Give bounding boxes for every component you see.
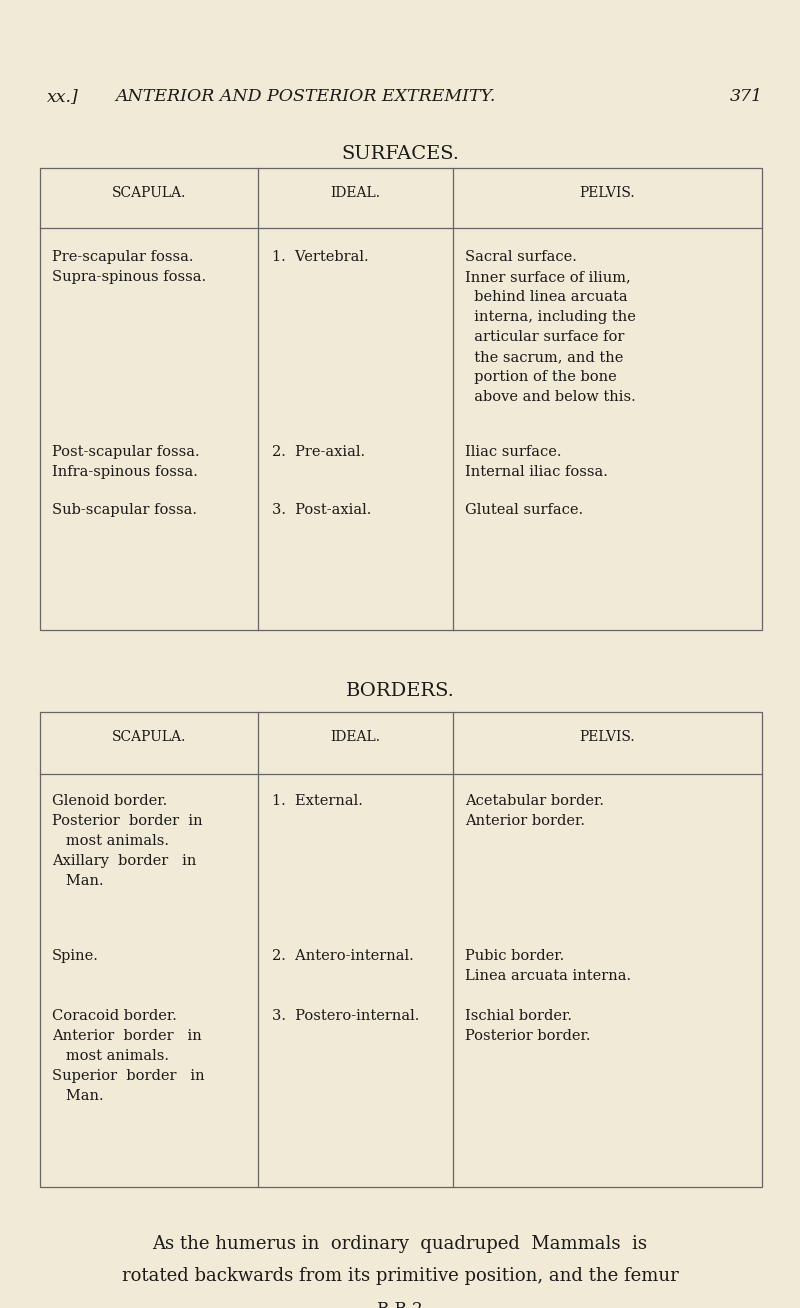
Text: ANTERIOR AND POSTERIOR EXTREMITY.: ANTERIOR AND POSTERIOR EXTREMITY. <box>115 88 495 105</box>
Text: Pubic border.
Linea arcuata interna.: Pubic border. Linea arcuata interna. <box>465 950 631 984</box>
Text: PELVIS.: PELVIS. <box>580 730 635 744</box>
Text: Gluteal surface.: Gluteal surface. <box>465 504 583 517</box>
Text: Iliac surface.
Internal iliac fossa.: Iliac surface. Internal iliac fossa. <box>465 445 608 479</box>
Text: rotated backwards from its primitive position, and the femur: rotated backwards from its primitive pos… <box>122 1267 678 1284</box>
Text: 1.  Vertebral.: 1. Vertebral. <box>272 250 369 264</box>
Text: Acetabular border.
Anterior border.: Acetabular border. Anterior border. <box>465 794 604 828</box>
Text: SCAPULA.: SCAPULA. <box>112 186 186 200</box>
Text: 3.  Postero-internal.: 3. Postero-internal. <box>272 1008 419 1023</box>
Text: Pre-scapular fossa.
Supra-spinous fossa.: Pre-scapular fossa. Supra-spinous fossa. <box>52 250 206 284</box>
Text: 2.  Antero-internal.: 2. Antero-internal. <box>272 950 414 963</box>
Text: Ischial border.
Posterior border.: Ischial border. Posterior border. <box>465 1008 590 1042</box>
Text: 2.  Pre-axial.: 2. Pre-axial. <box>272 445 365 459</box>
Bar <box>40 167 762 630</box>
Text: BORDERS.: BORDERS. <box>346 681 454 700</box>
Text: 3.  Post-axial.: 3. Post-axial. <box>272 504 371 517</box>
Text: Post-scapular fossa.
Infra-spinous fossa.: Post-scapular fossa. Infra-spinous fossa… <box>52 445 200 479</box>
Text: Glenoid border.
Posterior  border  in
   most animals.
Axillary  border   in
   : Glenoid border. Posterior border in most… <box>52 794 202 888</box>
Text: IDEAL.: IDEAL. <box>330 186 381 200</box>
Text: B B 2: B B 2 <box>377 1301 423 1308</box>
Text: As the humerus in  ordinary  quadruped  Mammals  is: As the humerus in ordinary quadruped Mam… <box>153 1235 647 1253</box>
Text: 1.  External.: 1. External. <box>272 794 363 808</box>
Text: SCAPULA.: SCAPULA. <box>112 730 186 744</box>
Text: xx.]: xx.] <box>47 88 78 105</box>
Text: IDEAL.: IDEAL. <box>330 730 381 744</box>
Text: PELVIS.: PELVIS. <box>580 186 635 200</box>
Text: Coracoid border.
Anterior  border   in
   most animals.
Superior  border   in
  : Coracoid border. Anterior border in most… <box>52 1008 205 1103</box>
Text: SURFACES.: SURFACES. <box>341 145 459 164</box>
Text: Spine.: Spine. <box>52 950 99 963</box>
Text: Sub-scapular fossa.: Sub-scapular fossa. <box>52 504 197 517</box>
Text: Sacral surface.
Inner surface of ilium,
  behind linea arcuata
  interna, includ: Sacral surface. Inner surface of ilium, … <box>465 250 636 404</box>
Text: 371: 371 <box>730 88 763 105</box>
Bar <box>40 712 762 1186</box>
